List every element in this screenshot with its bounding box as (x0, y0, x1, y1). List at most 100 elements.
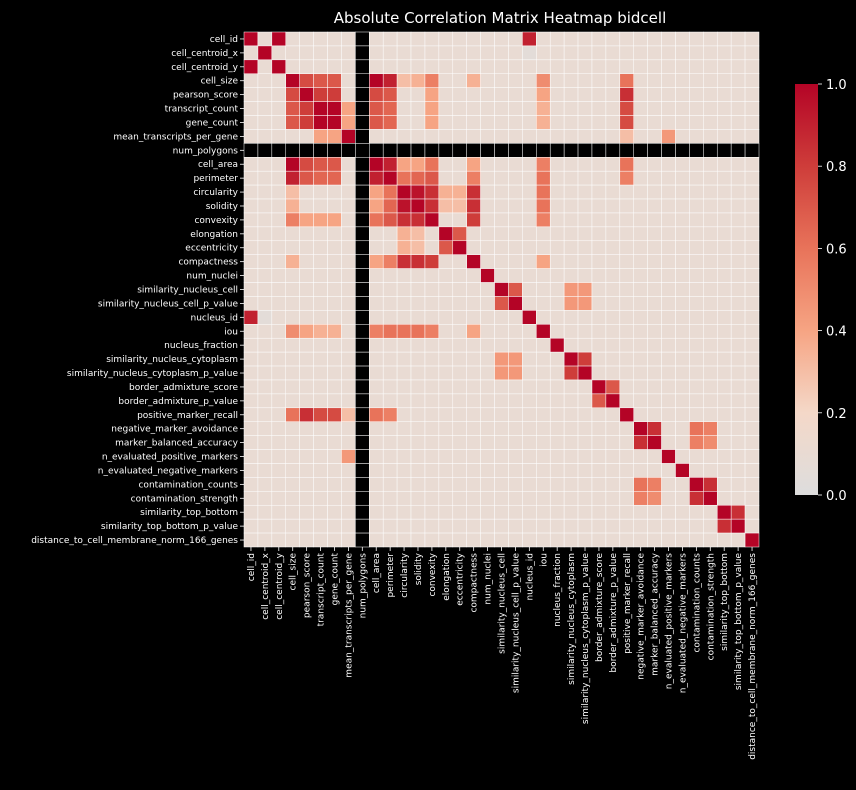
heatmap-cell (382, 421, 398, 436)
heatmap-cell (689, 296, 704, 311)
heatmap-cell (313, 115, 328, 130)
heatmap-cell (396, 143, 412, 158)
heatmap-cell (285, 296, 300, 311)
heatmap-cell (452, 504, 467, 520)
heatmap-cell (577, 254, 593, 269)
heatmap-cell (355, 296, 370, 311)
heatmap-cell (382, 379, 398, 395)
heatmap-cell (605, 73, 621, 88)
y-tick-label: similarity_nucleus_cytoplasm_p_value (67, 369, 239, 379)
heatmap-cell (466, 198, 481, 214)
heatmap-cell (730, 282, 746, 297)
heatmap-cell (605, 296, 621, 311)
heatmap-cell (536, 351, 551, 367)
heatmap-cell (438, 45, 454, 61)
heatmap-cell (382, 296, 398, 311)
heatmap-cell (369, 73, 384, 88)
heatmap-cell (494, 407, 509, 422)
heatmap-cell (271, 310, 287, 325)
heatmap-cell (341, 184, 356, 200)
heatmap-cell (577, 351, 593, 367)
heatmap-cell (452, 170, 467, 186)
heatmap-cell (661, 170, 676, 186)
heatmap-cell (424, 449, 440, 464)
heatmap-cell (271, 45, 287, 61)
heatmap-cell (577, 365, 593, 381)
heatmap-cell (466, 365, 481, 381)
heatmap-cell (271, 31, 287, 47)
heatmap-cell (591, 337, 607, 353)
heatmap-cell (508, 157, 523, 172)
heatmap-cell (396, 324, 412, 339)
heatmap-cell (619, 45, 634, 61)
heatmap-cell (257, 393, 273, 409)
heatmap-cell (285, 254, 300, 269)
heatmap-cell (452, 463, 467, 478)
heatmap-cell (299, 282, 314, 297)
heatmap-cell (341, 170, 356, 186)
heatmap-cell (619, 477, 634, 492)
heatmap-cell (285, 477, 300, 492)
heatmap-cell (382, 73, 398, 88)
heatmap-cell (369, 421, 384, 436)
heatmap-cell (689, 198, 704, 214)
heatmap-cell (480, 532, 495, 548)
heatmap-cell (313, 351, 328, 367)
heatmap-cell (369, 226, 384, 242)
y-tick-label: border_admixture_score (129, 383, 238, 393)
heatmap-cell (410, 143, 426, 158)
heatmap-cell (480, 254, 495, 269)
heatmap-cell (522, 87, 537, 102)
heatmap-cell (605, 463, 621, 478)
heatmap-cell (675, 115, 690, 130)
heatmap-cell (257, 310, 273, 325)
heatmap-cell (382, 240, 398, 255)
heatmap-cell (271, 337, 287, 353)
heatmap-cell (466, 73, 481, 88)
heatmap-cell (675, 254, 690, 269)
heatmap-cell (341, 254, 356, 269)
heatmap-cell (675, 310, 690, 325)
heatmap-cell (382, 491, 398, 506)
x-tick-label: n_evaluated_negative_markers (678, 553, 688, 694)
heatmap-cell (577, 379, 593, 395)
heatmap-cell (396, 212, 412, 228)
heatmap-cell (522, 449, 537, 464)
heatmap-cell (508, 73, 523, 88)
heatmap-cell (396, 157, 412, 172)
heatmap-cell (605, 421, 621, 436)
heatmap-cell (536, 226, 551, 242)
heatmap-cell (563, 310, 579, 325)
heatmap-cell (271, 226, 287, 242)
x-tick-label: elongation (442, 553, 452, 601)
heatmap-cell (452, 532, 467, 548)
heatmap-cell (257, 115, 273, 130)
heatmap-cell (563, 463, 579, 478)
x-tick-label: similarity_nucleus_cytoplasm_p_value (581, 553, 591, 725)
y-tick-label: solidity (206, 202, 239, 212)
x-tick-label: border_admixture_p_value (609, 553, 619, 673)
heatmap-cell (522, 296, 537, 311)
heatmap-cell (271, 532, 287, 548)
heatmap-cell (716, 129, 732, 144)
heatmap-cell (591, 477, 607, 492)
heatmap-cell (285, 532, 300, 548)
heatmap-cell (313, 393, 328, 409)
heatmap-cell (661, 73, 676, 88)
heatmap-cell (661, 407, 676, 422)
heatmap-cell (619, 504, 634, 520)
heatmap-cell (382, 31, 398, 47)
heatmap-cell (285, 324, 300, 339)
heatmap-cell (243, 184, 259, 200)
heatmap-cell (744, 143, 760, 158)
heatmap-cell (647, 324, 662, 339)
heatmap-cell (703, 170, 718, 186)
heatmap-cell (591, 87, 607, 102)
heatmap-cell (605, 157, 621, 172)
heatmap-cell (369, 491, 384, 506)
heatmap-cell (675, 184, 690, 200)
heatmap-cell (327, 532, 342, 548)
heatmap-cell (549, 143, 565, 158)
y-tick-label: similarity_nucleus_cell_p_value (98, 299, 239, 309)
